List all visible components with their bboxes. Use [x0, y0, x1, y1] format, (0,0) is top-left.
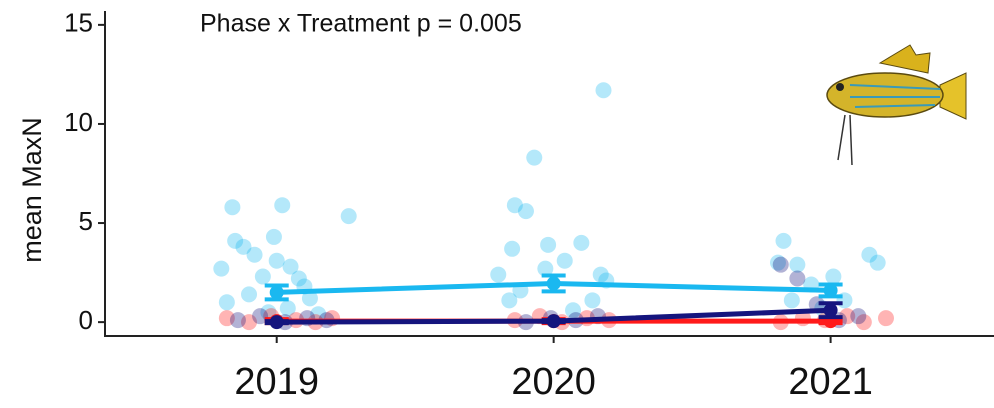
raw-point [241, 286, 257, 302]
raw-point [584, 292, 600, 308]
raw-point [870, 255, 886, 271]
raw-point [789, 271, 805, 287]
raw-point [573, 235, 589, 251]
raw-point [776, 233, 792, 249]
x-tick-label: 2020 [511, 361, 596, 403]
raw-point [230, 312, 246, 328]
raw-point [878, 310, 894, 326]
mean-point [547, 314, 561, 328]
raw-point [490, 267, 506, 283]
raw-point [850, 308, 866, 324]
raw-point [526, 150, 542, 166]
mean-point [824, 283, 838, 297]
annotation: Phase x Treatment p = 0.005 [200, 10, 522, 38]
raw-point [341, 208, 357, 224]
y-tick-label: 0 [79, 305, 93, 335]
mean-point [547, 276, 561, 290]
mean-point [270, 315, 284, 329]
raw-point [784, 292, 800, 308]
raw-point [224, 199, 240, 215]
raw-point [247, 247, 263, 263]
raw-point [266, 229, 282, 245]
raw-point [213, 261, 229, 277]
raw-point [540, 237, 556, 253]
raw-point [518, 203, 534, 219]
raw-point [255, 269, 271, 285]
raw-point [219, 294, 235, 310]
mean-point [824, 303, 838, 317]
y-axis-label: mean MaxN [17, 117, 47, 263]
y-tick-label: 15 [64, 8, 93, 38]
raw-point [269, 253, 285, 269]
x-tick-label: 2019 [234, 361, 319, 403]
chart: Phase x Treatment p = 0.005 mean MaxN 0 5… [0, 0, 994, 408]
raw-point [825, 269, 841, 285]
y-tick-label: 5 [79, 206, 93, 236]
raw-point [596, 82, 612, 98]
raw-point [773, 257, 789, 273]
y-tick-label: 10 [64, 107, 93, 137]
raw-point [504, 241, 520, 257]
fish-illustration [827, 45, 966, 165]
mean-point [270, 285, 284, 299]
x-tick-label: 2021 [788, 361, 873, 403]
raw-point [557, 253, 573, 269]
raw-point [274, 197, 290, 213]
raw-point [501, 292, 517, 308]
raw-point [789, 257, 805, 273]
